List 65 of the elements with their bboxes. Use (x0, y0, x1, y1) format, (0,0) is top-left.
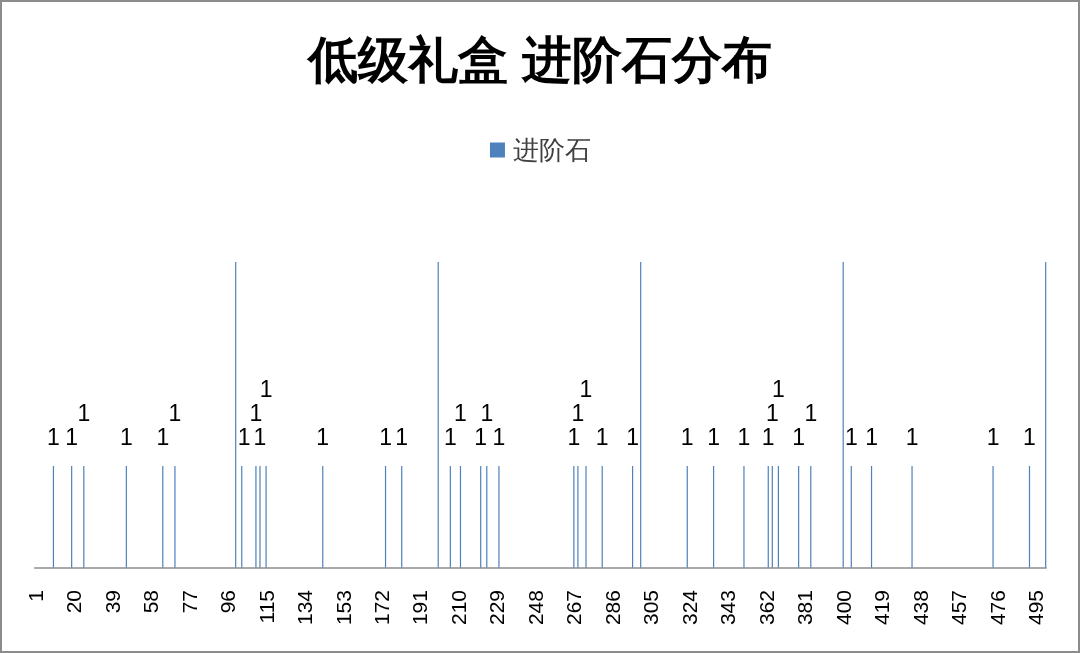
data-label: 1 (865, 424, 878, 450)
data-label: 1 (474, 424, 488, 450)
data-label: 1 (1023, 424, 1036, 450)
data-label: 1 (156, 424, 170, 450)
data-label: 1 (316, 424, 330, 450)
chart-title: 低级礼盒 进阶石分布 (306, 32, 772, 88)
x-tick-label: 438 (908, 590, 932, 626)
data-label: 1 (168, 400, 182, 426)
x-tick-label: 172 (369, 590, 393, 626)
data-label: 1 (492, 424, 506, 450)
x-tick-label: 39 (100, 590, 124, 614)
x-tick-label: 191 (408, 590, 432, 626)
data-label: 1 (737, 424, 751, 450)
data-label: 1 (771, 376, 785, 402)
data-label: 1 (443, 424, 457, 450)
data-label: 1 (761, 424, 775, 450)
x-tick-label: 343 (716, 590, 740, 626)
x-tick-label: 381 (793, 590, 817, 626)
legend-label: 进阶石 (512, 135, 591, 165)
data-label: 1 (567, 424, 581, 450)
x-tick-label: 58 (139, 590, 163, 614)
data-label: 1 (259, 376, 273, 402)
data-label: 1 (65, 424, 79, 450)
x-tick-label: 210 (446, 590, 470, 626)
data-label: 1 (680, 424, 694, 450)
data-label: 1 (454, 400, 467, 426)
x-tick-label: 20 (62, 590, 86, 614)
x-tick-label: 229 (485, 590, 509, 626)
x-tick-label: 286 (600, 590, 624, 626)
data-label: 1 (47, 424, 60, 450)
data-label: 1 (905, 424, 919, 450)
x-tick-label: 476 (985, 590, 1009, 626)
data-label: 1 (792, 424, 806, 450)
data-label: 1 (626, 424, 639, 450)
x-tick-label: 248 (523, 590, 547, 626)
x-tick-label: 134 (293, 589, 317, 626)
data-label: 1 (395, 424, 409, 450)
x-tick-label: 419 (870, 590, 894, 626)
data-label: 1 (579, 376, 593, 402)
x-tick-label: 362 (754, 590, 778, 626)
data-label: 1 (765, 400, 779, 426)
x-tick-label: 1 (23, 590, 47, 602)
x-tick-label: 96 (216, 590, 240, 614)
x-tick-label: 153 (331, 590, 355, 626)
x-tick-label: 305 (639, 590, 663, 626)
x-tick-label: 324 (677, 589, 701, 626)
data-label: 1 (119, 424, 133, 450)
data-label: 1 (253, 424, 267, 450)
data-label: 1 (249, 400, 263, 426)
data-label: 1 (379, 424, 392, 450)
x-tick-label: 115 (254, 590, 278, 624)
data-label: 1 (595, 424, 609, 450)
data-label: 1 (571, 400, 585, 426)
data-label: 1 (237, 424, 251, 450)
data-label: 1 (707, 424, 720, 450)
data-label: 1 (480, 400, 494, 426)
x-tick-label: 400 (831, 590, 855, 626)
data-label: 1 (844, 424, 858, 450)
data-label: 1 (986, 424, 1000, 450)
x-tick-label: 77 (177, 590, 201, 614)
data-label: 1 (77, 400, 91, 426)
x-tick-label: 457 (947, 590, 971, 626)
x-tick-label: 495 (1024, 590, 1048, 626)
data-label: 1 (804, 400, 818, 426)
x-tick-label: 267 (562, 590, 586, 626)
